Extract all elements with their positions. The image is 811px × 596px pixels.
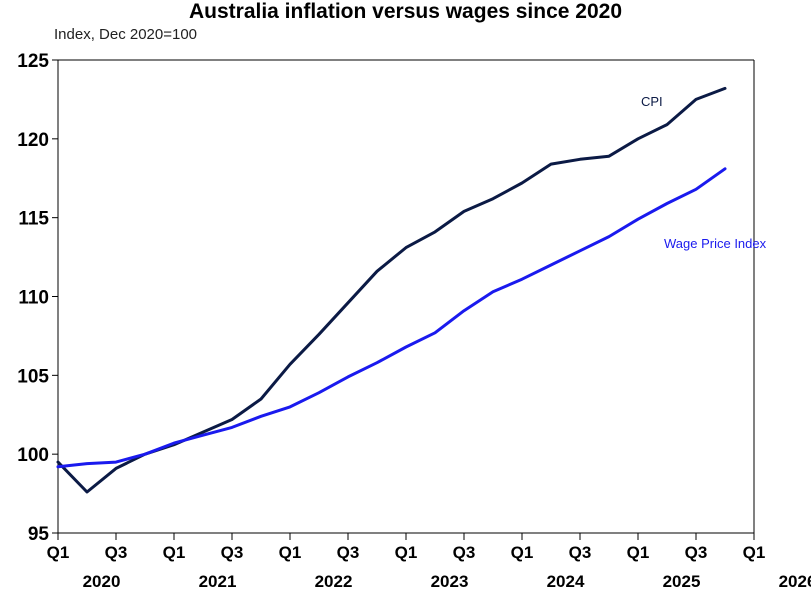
x-tick-label: Q1 (47, 543, 70, 562)
x-year-label: 2023 (431, 572, 469, 591)
series-line-cpi (56, 86, 727, 494)
series-label-wage-price-index: Wage Price Index (664, 236, 767, 251)
x-tick-label: Q3 (105, 543, 128, 562)
labels-layer: CPI Wage Price Index (641, 94, 767, 251)
y-tick-label: 125 (17, 51, 49, 72)
x-year-label: 2020 (83, 572, 121, 591)
x-tick-label: Q1 (511, 543, 534, 562)
x-tick-label: Q1 (163, 543, 186, 562)
y-tick-label: 105 (17, 366, 49, 387)
x-tick-label: Q3 (685, 543, 708, 562)
series-layer (56, 86, 727, 494)
axes: 95 100 105 110 115 120 125 Q1 Q3 Q1 Q3 Q1 Q3 Q1 Q3 Q1 Q3… (17, 51, 811, 591)
x-tick-label: Q3 (569, 543, 592, 562)
series-label-cpi: CPI (641, 94, 663, 109)
x-year-label: 2025 (663, 572, 701, 591)
x-tick-label: Q1 (279, 543, 302, 562)
y-tick-label: 115 (18, 209, 49, 230)
chart-title: Australia inflation versus wages since 2… (188, 0, 623, 23)
x-year-label: 2022 (315, 572, 353, 591)
x-tick-label: Q3 (453, 543, 476, 562)
x-tick-label: Q1 (395, 543, 418, 562)
x-year-label: 2026 (779, 572, 811, 591)
x-tick-label: Q1 (743, 543, 766, 562)
y-tick-label: 120 (17, 130, 49, 151)
y-tick-label: 110 (18, 288, 49, 309)
y-tick-label: 95 (28, 524, 50, 545)
y-tick-label: 100 (17, 445, 49, 466)
x-tick-label: Q1 (627, 543, 650, 562)
x-year-label: 2021 (199, 572, 237, 591)
series-line-wage-price-index (56, 167, 727, 469)
chart-subtitle: Index, Dec 2020=100 (54, 26, 198, 43)
x-year-label: 2024 (547, 572, 585, 591)
x-tick-label: Q3 (337, 543, 360, 562)
x-tick-label: Q3 (221, 543, 244, 562)
